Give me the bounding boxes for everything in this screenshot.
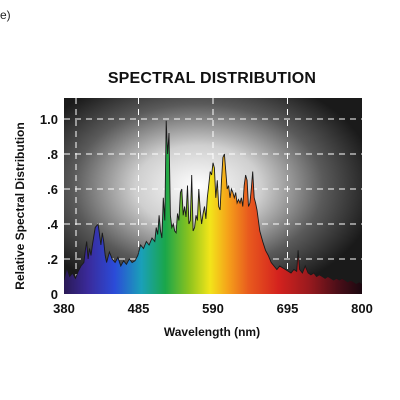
y-tick-label: .6 [47, 182, 58, 197]
spectrum-line [64, 120, 362, 285]
x-axis-label: Wavelength (nm) [164, 325, 260, 339]
figure-label: e) [0, 8, 11, 22]
y-tick-label: .8 [47, 147, 58, 162]
spectrum-area [64, 120, 362, 294]
y-tick-label: .4 [47, 217, 59, 232]
y-axis-ticks: 0 .2 .4 .6 .8 1.0 [40, 112, 59, 302]
x-tick-label: 695 [277, 301, 299, 316]
x-tick-label: 380 [53, 301, 75, 316]
x-tick-label: 485 [128, 301, 150, 316]
y-tick-label: 0 [51, 287, 58, 302]
chart-title: SPECTRAL DISTRIBUTION [107, 70, 317, 87]
x-tick-label: 590 [202, 301, 224, 316]
y-axis-label: Relative Spectral Distribution [13, 122, 27, 289]
y-tick-label: .2 [47, 252, 58, 267]
x-axis-ticks: 380 485 590 695 800 [53, 301, 373, 316]
x-tick-label: 800 [351, 301, 373, 316]
y-tick-label: 1.0 [40, 112, 58, 127]
